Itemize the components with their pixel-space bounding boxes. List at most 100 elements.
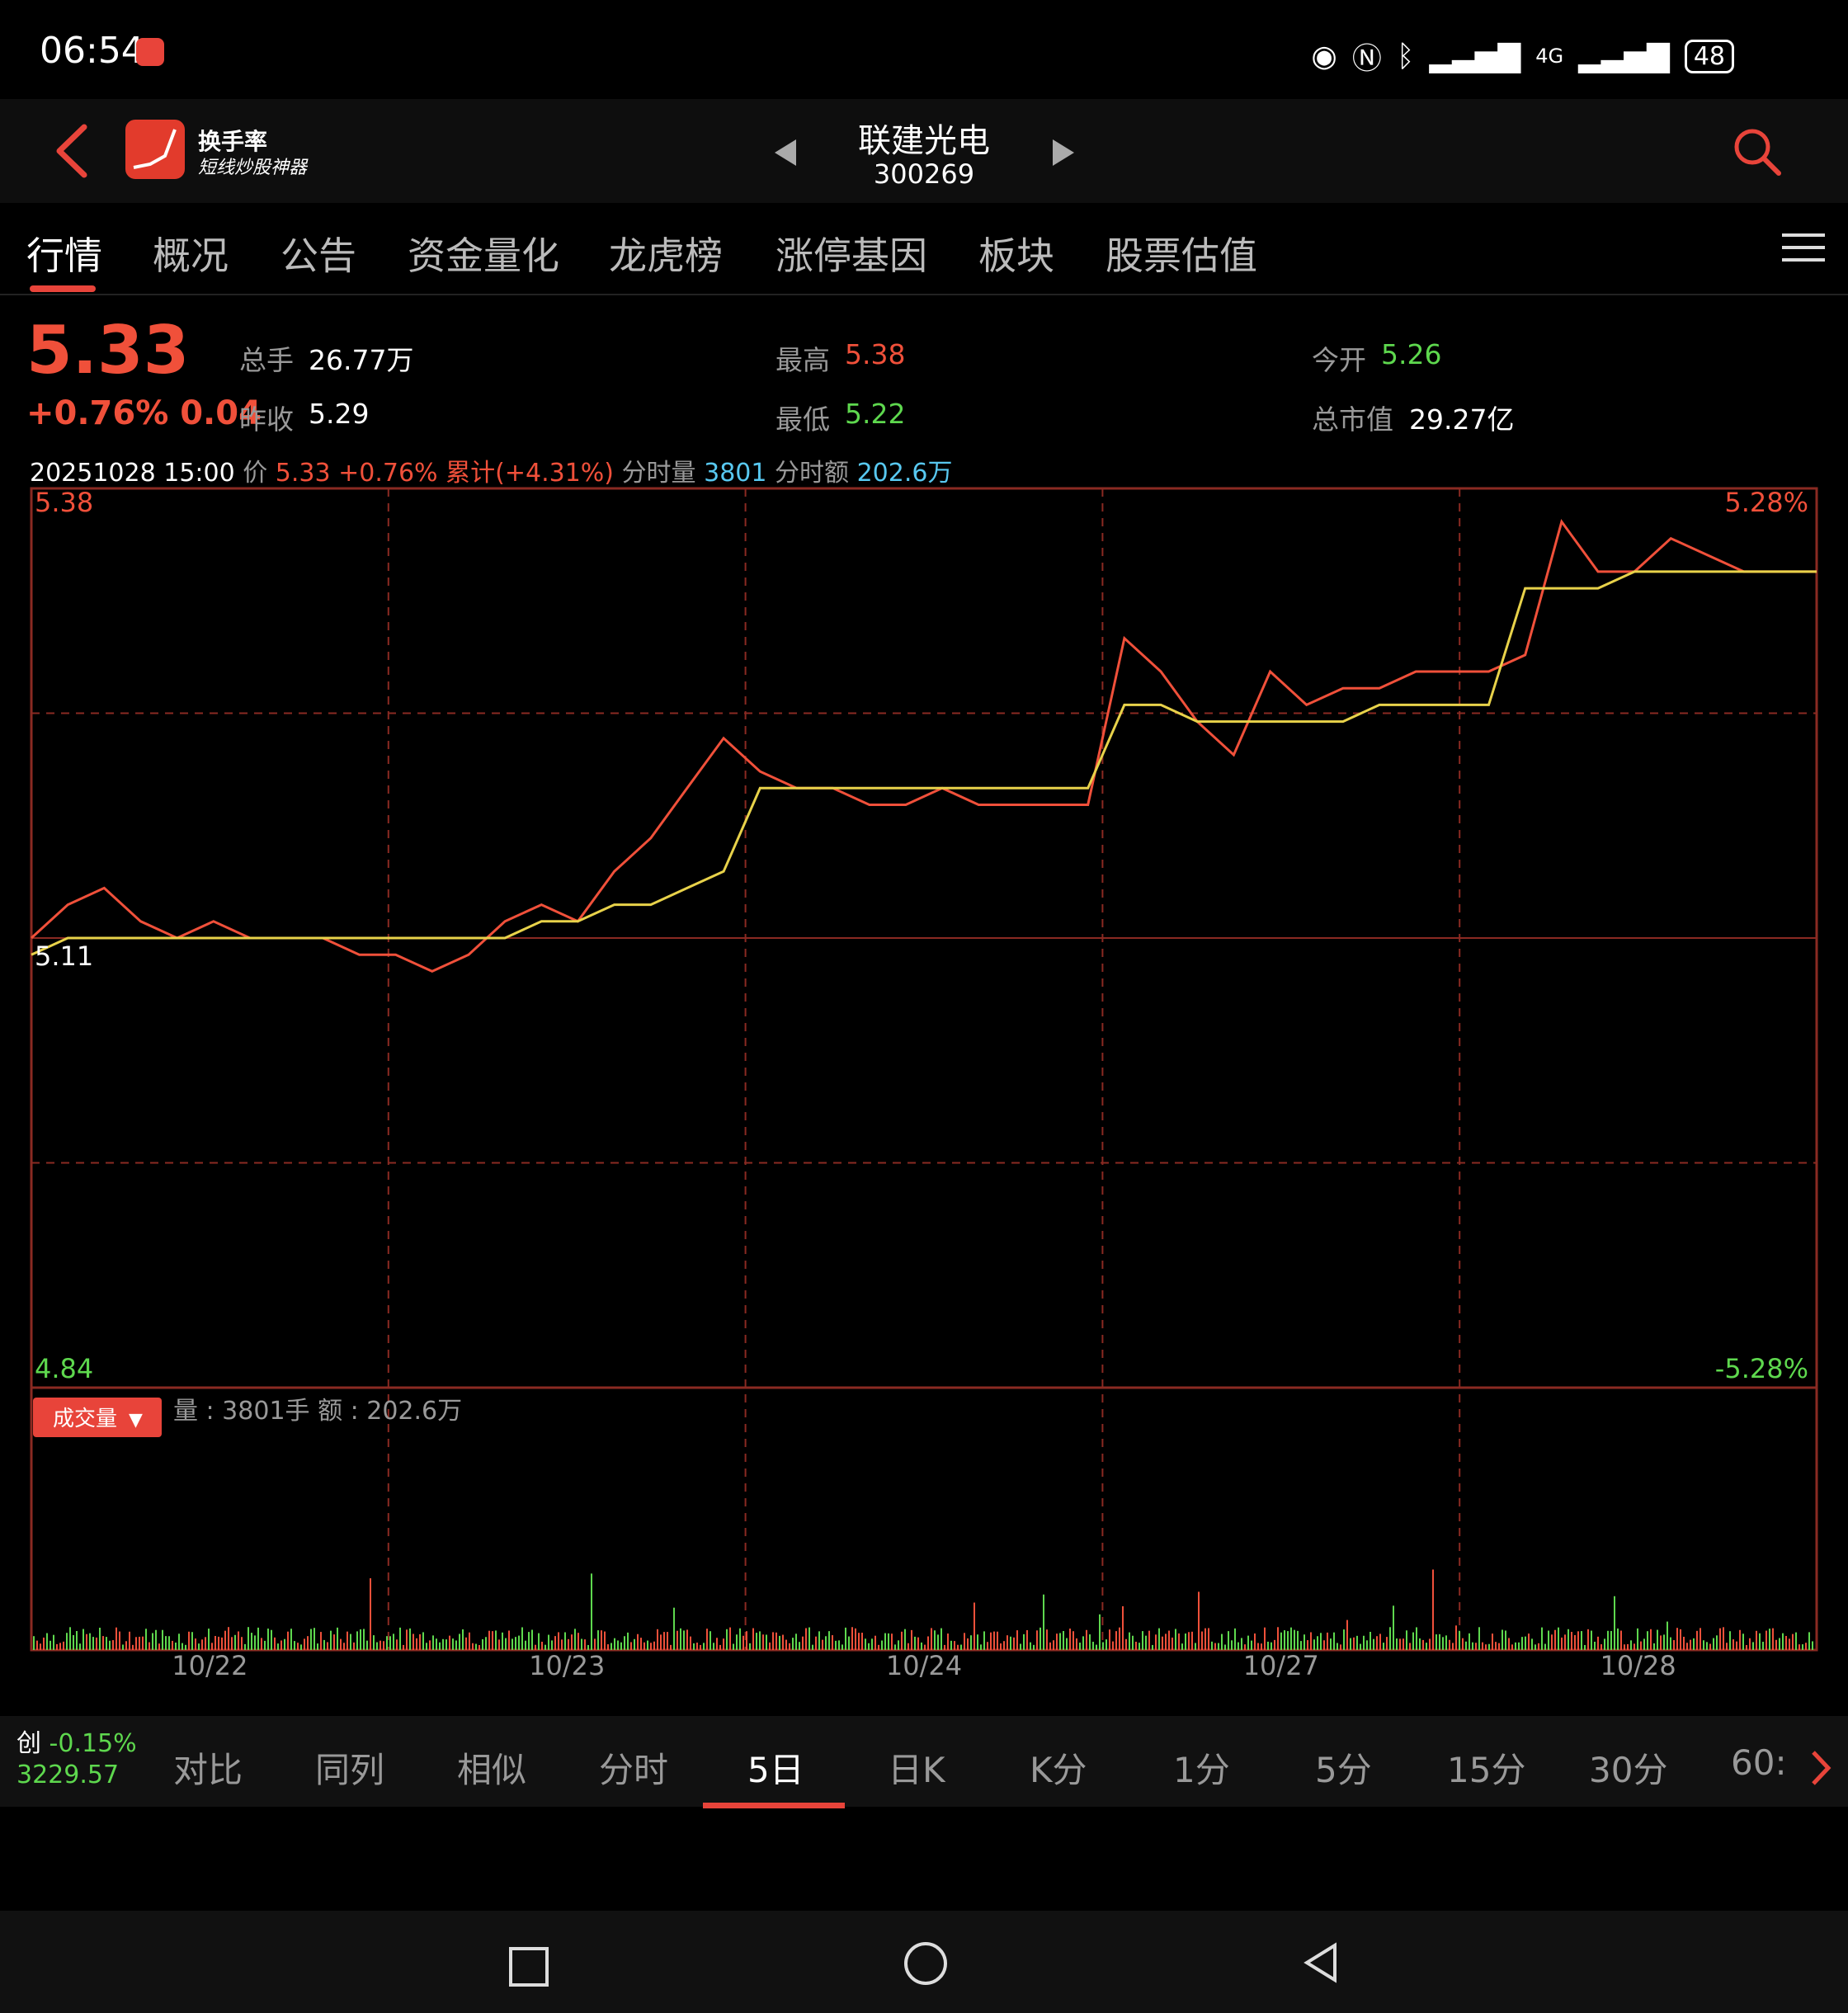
volume-bar [383, 1641, 384, 1650]
volume-bar [1277, 1627, 1279, 1650]
volume-bar [1805, 1643, 1807, 1650]
volume-bar [1148, 1630, 1150, 1650]
volume-bar [673, 1607, 675, 1650]
period-daily-k[interactable]: 日K [888, 1750, 945, 1790]
tab-overview[interactable]: 概况 [153, 233, 229, 278]
price-line [30, 518, 1817, 974]
volume-bar [950, 1640, 952, 1650]
volume-bar [987, 1642, 988, 1650]
volume-bar [1393, 1605, 1394, 1650]
volume-bar [1736, 1641, 1737, 1650]
volume-bar [1373, 1638, 1374, 1650]
volume-bar [492, 1631, 493, 1650]
volume-bar [1284, 1630, 1285, 1650]
volume-bar [627, 1632, 629, 1650]
next-stock-icon[interactable] [1049, 136, 1077, 169]
search-icon[interactable] [1731, 125, 1784, 178]
volume-bar [835, 1640, 837, 1650]
volume-bar [591, 1573, 592, 1650]
prev-stock-icon[interactable] [771, 136, 799, 169]
volume-bar [1168, 1630, 1170, 1650]
five-day-chart[interactable]: 5.38 4.84 5.11 5.28% -5.28% 成交量 ▼ 量 : 38… [0, 478, 1848, 1683]
period-15min[interactable]: 15分 [1447, 1750, 1526, 1790]
index-ticker[interactable]: 创 -0.15% 3229.57 [16, 1728, 137, 1791]
info-cum: +4.31% [504, 459, 605, 488]
period-compare[interactable]: 对比 [173, 1750, 243, 1790]
tab-fund-flow[interactable]: 资金量化 [408, 233, 559, 278]
period-5min[interactable]: 5分 [1315, 1750, 1372, 1790]
menu-icon[interactable] [1782, 233, 1825, 271]
recent-apps-icon[interactable] [509, 1947, 549, 1987]
volume-bar [924, 1644, 926, 1650]
volume-bar [1026, 1629, 1028, 1650]
volume-bar [1495, 1642, 1497, 1650]
volume-bar [947, 1634, 949, 1650]
volume-bar [871, 1638, 873, 1650]
active-period-indicator [703, 1803, 845, 1808]
period-60min[interactable]: 60: [1731, 1742, 1787, 1783]
tab-sectors[interactable]: 板块 [978, 233, 1054, 278]
volume-bar [851, 1627, 853, 1650]
volume-bar [396, 1639, 398, 1650]
tab-announcements[interactable]: 公告 [280, 233, 356, 278]
volume-bar [1551, 1634, 1553, 1650]
volume-bar [485, 1637, 487, 1650]
app-slogan: 短线炒股神器 [198, 158, 308, 178]
period-similar[interactable]: 相似 [457, 1750, 527, 1790]
tab-dragon-tiger[interactable]: 龙虎榜 [609, 233, 723, 278]
volume-bar [1089, 1634, 1091, 1650]
volume-bar [46, 1633, 48, 1650]
volume-bar [531, 1629, 533, 1650]
volume-bar [1650, 1629, 1652, 1650]
volume-bar [670, 1644, 672, 1650]
volume-bar [360, 1629, 361, 1650]
volume-bar [1122, 1605, 1124, 1650]
period-same-column[interactable]: 同列 [315, 1750, 385, 1790]
period-30min[interactable]: 30分 [1589, 1750, 1668, 1790]
period-1min[interactable]: 1分 [1173, 1750, 1230, 1790]
volume-bar [1261, 1643, 1262, 1650]
volume-bar [1234, 1628, 1236, 1650]
volume-bar [1653, 1643, 1655, 1650]
y-min-label: 4.84 [35, 1353, 93, 1384]
period-k-min[interactable]: K分 [1030, 1750, 1087, 1790]
volume-bar [1624, 1644, 1625, 1650]
volume-bar [716, 1638, 718, 1650]
volume-bar [1620, 1630, 1622, 1650]
volume-bar [874, 1635, 876, 1650]
volume-bar [676, 1630, 678, 1650]
volume-bar [1696, 1630, 1698, 1650]
volume-bar [1036, 1630, 1038, 1650]
volume-bar [1634, 1643, 1635, 1650]
period-intraday[interactable]: 分时 [599, 1750, 669, 1790]
tab-quote[interactable]: 行情 [26, 233, 102, 278]
tab-limit-up-gene[interactable]: 涨停基因 [776, 233, 927, 278]
home-icon[interactable] [904, 1942, 947, 1985]
period-bar [0, 1716, 1848, 1807]
app-logo[interactable] [125, 120, 185, 179]
volume-bar [601, 1630, 602, 1650]
volume-bar [1076, 1638, 1077, 1650]
volume-bar [766, 1634, 767, 1650]
volume-bar [584, 1639, 586, 1650]
volume-bar [630, 1642, 632, 1650]
volume-bar [703, 1643, 705, 1650]
volume-bar [1660, 1635, 1662, 1650]
tab-valuation[interactable]: 股票估值 [1106, 233, 1257, 278]
volume-bar [1511, 1644, 1513, 1650]
bluetooth-icon: ᛒ [1396, 39, 1415, 73]
volume-bar [1591, 1630, 1592, 1650]
volume-bar [1254, 1633, 1256, 1650]
back-arrow-icon[interactable] [50, 122, 96, 180]
prev-close: 5.29 [309, 398, 370, 430]
volume-bar [1455, 1625, 1457, 1650]
chevron-right-icon[interactable] [1808, 1747, 1833, 1789]
volume-bar [594, 1638, 596, 1650]
system-back-icon[interactable] [1302, 1942, 1343, 1983]
average-price-line [31, 570, 1817, 956]
volume-bar [221, 1637, 223, 1650]
volume-bar [908, 1643, 909, 1650]
volume-badge: 成交量 [53, 1407, 117, 1431]
period-5day[interactable]: 5日 [747, 1750, 804, 1790]
volume-bar [1759, 1633, 1761, 1650]
